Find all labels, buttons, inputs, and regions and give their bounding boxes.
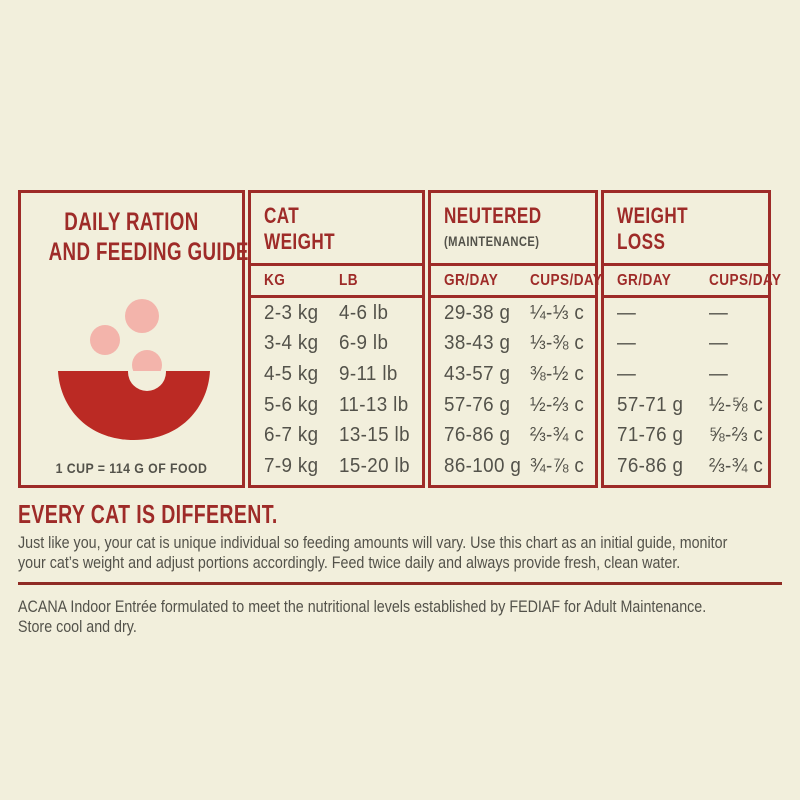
- cell-cups: —: [709, 363, 729, 386]
- column-title: WEIGHT LOSS: [604, 193, 768, 266]
- kibble-piece-icon: [90, 325, 120, 355]
- header-gr-day: GR/DAY: [444, 271, 499, 289]
- column-weight-loss: WEIGHT LOSS GR/DAY CUPS/DAY — — — — — — 57-…: [601, 190, 781, 488]
- column-cat-weight: CAT WEIGHT KG LB 2-3 kg 4-6 lb 3-4 kg 6-9 …: [248, 190, 425, 488]
- footer-note: ACANA Indoor Entrée formulated to meet t…: [18, 597, 800, 637]
- cell-grams: 29-38 g: [444, 301, 511, 324]
- cell-kg: 7-9 kg: [264, 455, 319, 478]
- column-body: 2-3 kg 4-6 lb 3-4 kg 6-9 lb 4-5 kg 9-11 lb …: [251, 298, 422, 482]
- footer-body-line2: your cat’s weight and adjust portions ac…: [18, 553, 681, 572]
- table-row: 4-5 kg 9-11 lb: [264, 363, 422, 386]
- column-subheader: GR/DAY CUPS/DAY: [604, 266, 781, 298]
- cell-cups: ¼-⅓ c: [530, 301, 585, 324]
- panel-title-line1: DAILY RATION: [64, 208, 199, 236]
- cell-cups: ⅜-½ c: [530, 363, 585, 386]
- kibble-piece-icon: [125, 299, 159, 333]
- cell-grams: 43-57 g: [444, 363, 511, 386]
- header-kg: KG: [264, 271, 286, 289]
- cell-grams: 71-76 g: [617, 424, 684, 447]
- kibble-piece-icon: [132, 350, 162, 371]
- column-body: 29-38 g ¼-⅓ c 38-43 g ⅓-⅜ c 43-57 g ⅜-½ c 5…: [431, 298, 595, 482]
- table-row: — —: [617, 302, 768, 325]
- header-cups-day: CUPS/DAY: [530, 271, 603, 289]
- table-row: 43-57 g ⅜-½ c: [444, 363, 595, 386]
- divider-rule: [18, 582, 782, 585]
- header-cups-day: CUPS/DAY: [709, 271, 782, 289]
- table-row: 29-38 g ¼-⅓ c: [444, 302, 595, 325]
- footer-body: Just like you, your cat is unique indivi…: [18, 533, 800, 573]
- column-title: CAT WEIGHT: [251, 193, 422, 266]
- table-row: 76-86 g ⅔-¾ c: [444, 424, 595, 447]
- table-row: 3-4 kg 6-9 lb: [264, 332, 422, 355]
- cell-grams: 86-100 g: [444, 455, 522, 478]
- column-neutered: NEUTERED (MAINTENANCE) GR/DAY CUPS/DAY 2…: [428, 190, 602, 488]
- cell-kg: 4-5 kg: [264, 363, 319, 386]
- cell-cups: ½-⅔ c: [530, 393, 585, 416]
- table-row: — —: [617, 332, 768, 355]
- column-subtitle: (MAINTENANCE): [444, 233, 540, 249]
- table-row: 2-3 kg 4-6 lb: [264, 302, 422, 325]
- column-title-line: LOSS: [617, 229, 666, 254]
- column-subheader: GR/DAY CUPS/DAY: [431, 266, 602, 298]
- table-row: 86-100 g ¾-⅞ c: [444, 455, 595, 478]
- cell-cups: ¾-⅞ c: [530, 455, 585, 478]
- cell-cups: ⅝-⅔ c: [709, 424, 764, 447]
- cell-kg: 5-6 kg: [264, 393, 319, 416]
- footer-note-line2: Store cool and dry.: [18, 617, 137, 636]
- daily-ration-panel: DAILY RATION AND FEEDING GUIDE 1 CUP = 1…: [18, 190, 249, 488]
- table-row: 76-86 g ⅔-¾ c: [617, 455, 768, 478]
- table-row: 6-7 kg 13-15 lb: [264, 424, 422, 447]
- cell-grams: —: [617, 332, 637, 355]
- column-title: NEUTERED (MAINTENANCE): [431, 193, 595, 266]
- panel-title-line2: AND FEEDING GUIDE: [48, 238, 249, 266]
- table-row: — —: [617, 363, 768, 386]
- column-title-line: WEIGHT: [617, 203, 688, 228]
- column-subheader: KG LB: [251, 266, 422, 298]
- table-row: 38-43 g ⅓-⅜ c: [444, 332, 595, 355]
- cell-cups: ⅔-¾ c: [709, 455, 764, 478]
- column-body: — — — — — — 57-71 g ½-⅝ c 71-76 g ⅝-⅔ c 76-86…: [604, 298, 768, 482]
- cell-lb: 13-15 lb: [339, 424, 410, 447]
- cell-cups: ½-⅝ c: [709, 393, 764, 416]
- cell-cups: ⅓-⅜ c: [530, 332, 585, 355]
- cell-grams: 57-71 g: [617, 393, 684, 416]
- cell-lb: 4-6 lb: [339, 301, 389, 324]
- cell-cups: —: [709, 332, 729, 355]
- header-lb: LB: [339, 271, 358, 289]
- column-title-line: WEIGHT: [264, 229, 335, 254]
- footer-heading: EVERY CAT IS DIFFERENT.: [18, 499, 278, 529]
- food-bowl-with-kibble-icon: [58, 299, 210, 440]
- footer-body-line1: Just like you, your cat is unique indivi…: [18, 533, 728, 552]
- cell-grams: —: [617, 363, 637, 386]
- cell-lb: 9-11 lb: [339, 363, 398, 386]
- table-row: 71-76 g ⅝-⅔ c: [617, 424, 768, 447]
- cell-grams: 76-86 g: [444, 424, 511, 447]
- cell-kg: 6-7 kg: [264, 424, 319, 447]
- table-row: 57-76 g ½-⅔ c: [444, 394, 595, 417]
- column-title-line: CAT: [264, 203, 300, 228]
- table-row: 57-71 g ½-⅝ c: [617, 394, 768, 417]
- cell-lb: 6-9 lb: [339, 332, 389, 355]
- cell-grams: 38-43 g: [444, 332, 511, 355]
- header-gr-day: GR/DAY: [617, 271, 672, 289]
- cell-kg: 3-4 kg: [264, 332, 319, 355]
- cell-grams: 57-76 g: [444, 393, 511, 416]
- footer-note-line1: ACANA Indoor Entrée formulated to meet t…: [18, 597, 707, 616]
- cell-grams: —: [617, 301, 637, 324]
- cell-lb: 11-13 lb: [339, 393, 409, 416]
- cell-grams: 76-86 g: [617, 455, 684, 478]
- cell-cups: —: [709, 301, 729, 324]
- cell-kg: 2-3 kg: [264, 301, 319, 324]
- column-title-line: NEUTERED: [444, 203, 542, 228]
- table-row: 5-6 kg 11-13 lb: [264, 394, 422, 417]
- bowl-shape: [58, 371, 210, 440]
- cell-cups: ⅔-¾ c: [530, 424, 585, 447]
- cell-lb: 15-20 lb: [339, 455, 410, 478]
- table-row: 7-9 kg 15-20 lb: [264, 455, 422, 478]
- panel-title: DAILY RATION AND FEEDING GUIDE: [21, 207, 249, 267]
- cup-conversion-note: 1 CUP = 114 G OF FOOD: [55, 460, 208, 476]
